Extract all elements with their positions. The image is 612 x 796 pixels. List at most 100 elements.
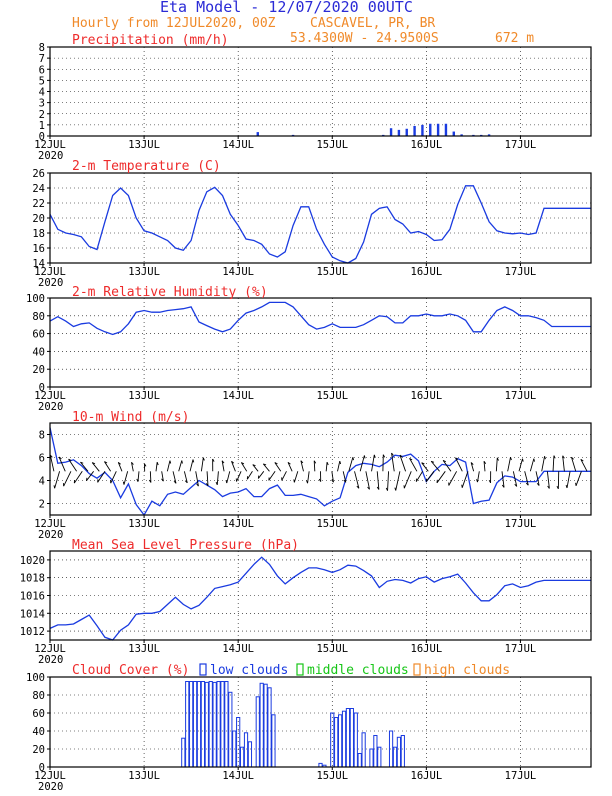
- wind-arrow: [437, 471, 445, 483]
- chart-subtitle: Hourly from 12JUL2020, 00Z: [72, 16, 276, 31]
- rh-ytick-label: 20: [32, 364, 45, 376]
- wind-arrow: [530, 459, 533, 472]
- cloud-xtick-label: 17JUL: [505, 770, 537, 782]
- rh-ytick-label: 100: [26, 293, 45, 305]
- wind-arrow-head: [477, 479, 478, 482]
- wind-arrow: [190, 460, 193, 472]
- temp-xtick-label: 14JUL: [222, 266, 254, 278]
- wind-arrow: [422, 463, 429, 472]
- rh-xtick-label: 16JUL: [411, 390, 443, 402]
- low-cloud-bar: [229, 692, 232, 767]
- precip-year-label: 2020: [38, 150, 63, 162]
- legend-label: middle clouds: [307, 663, 409, 678]
- low-cloud-bar: [397, 737, 400, 767]
- wind-arrow: [519, 459, 523, 472]
- wind-arrow: [547, 471, 549, 488]
- low-cloud-bar: [193, 682, 196, 768]
- wind-ytick-label: 8: [39, 430, 45, 442]
- cloud-ytick-label: 20: [32, 744, 45, 756]
- rh-xtick-label: 13JUL: [128, 390, 160, 402]
- wind-arrow-head: [294, 479, 295, 482]
- precip-ytick-label: 6: [39, 64, 45, 76]
- wind-arrow: [104, 462, 110, 472]
- precip-ytick-label: 3: [39, 98, 45, 110]
- low-cloud-bar: [201, 682, 204, 768]
- wind-arrow-head: [54, 485, 55, 488]
- low-cloud-bar: [240, 747, 243, 767]
- precip-ytick-label: 5: [39, 75, 45, 87]
- wind-arrow-head: [306, 480, 307, 483]
- wind-arrow: [227, 471, 230, 483]
- low-cloud-bar: [260, 683, 263, 767]
- temp-xtick-label: 17JUL: [505, 266, 537, 278]
- wind-arrow: [571, 457, 575, 471]
- low-cloud-bar: [197, 682, 200, 768]
- wind-arrow-head: [534, 459, 535, 462]
- wind-arrow: [581, 459, 587, 471]
- wind-arrow: [462, 471, 468, 487]
- low-cloud-bar: [209, 682, 212, 768]
- temp-ytick-label: 20: [32, 213, 45, 225]
- low-cloud-bar: [217, 682, 220, 768]
- wind-arrow: [59, 457, 65, 471]
- low-cloud-bar: [335, 718, 338, 768]
- precip-ytick-label: 7: [39, 53, 45, 65]
- legend-label: high clouds: [424, 663, 510, 678]
- wind-arrow: [282, 471, 287, 480]
- wind-arrow: [416, 471, 422, 481]
- precip-panel-title: Precipitation (mm/h): [72, 33, 229, 48]
- wind-arrow: [496, 458, 497, 472]
- temp-panel-title: 2-m Temperature (C): [72, 159, 221, 174]
- rh-series-line: [50, 302, 591, 334]
- mslp-ytick-label: 1014: [20, 608, 45, 620]
- precip-xtick-label: 17JUL: [505, 139, 537, 151]
- low-cloud-bar: [358, 754, 361, 768]
- wind-arrow: [326, 462, 327, 471]
- rh-xtick-label: 17JUL: [505, 390, 537, 402]
- precip-ytick-label: 4: [39, 87, 45, 99]
- mslp-xtick-label: 13JUL: [128, 643, 160, 655]
- mslp-frame: [50, 551, 591, 640]
- rh-xtick-label: 14JUL: [222, 390, 254, 402]
- low-cloud-bar: [244, 733, 247, 767]
- wind-arrow: [156, 462, 157, 471]
- precip-bar: [390, 128, 392, 136]
- legend-swatch: [200, 664, 206, 675]
- wind-arrow: [576, 471, 581, 486]
- cloud-ytick-label: 60: [32, 708, 45, 720]
- low-cloud-bar: [374, 736, 377, 768]
- low-cloud-bar: [401, 736, 404, 768]
- temp-xtick-label: 16JUL: [411, 266, 443, 278]
- wind-arrow: [449, 471, 457, 485]
- wind-arrow: [567, 471, 570, 488]
- wind-arrow: [201, 458, 203, 472]
- precip-xtick-label: 13JUL: [128, 139, 160, 151]
- wind-arrow-head: [523, 459, 524, 462]
- precip-ytick-label: 2: [39, 109, 45, 121]
- wind-xtick-label: 13JUL: [128, 518, 160, 530]
- mslp-panel-title: Mean Sea Level Pressure (hPa): [72, 538, 299, 553]
- rh-xtick-label: 15JUL: [316, 390, 348, 402]
- chart-title: Eta Model - 12/07/2020 00UTC: [160, 0, 413, 16]
- wind-panel-title: 10-m Wind (m/s): [72, 410, 189, 425]
- cloud-xtick-label: 14JUL: [222, 770, 254, 782]
- wind-arrow: [426, 471, 434, 481]
- wind-arrow: [263, 464, 269, 471]
- wind-arrow-head: [511, 457, 512, 460]
- precip-bar: [445, 124, 447, 136]
- rh-year-label: 2020: [38, 401, 63, 413]
- cloud-xtick-label: 13JUL: [128, 770, 160, 782]
- temp-ytick-label: 24: [32, 183, 45, 195]
- elevation-label: 672 m: [495, 31, 534, 46]
- mslp-xtick-label: 14JUL: [222, 643, 254, 655]
- precip-ytick-label: 1: [39, 120, 45, 132]
- mslp-ytick-label: 1016: [20, 591, 45, 603]
- wind-arrow-head: [340, 461, 341, 464]
- wind-arrow-head: [566, 485, 567, 488]
- wind-arrow-head: [157, 462, 158, 465]
- mslp-year-label: 2020: [38, 654, 63, 666]
